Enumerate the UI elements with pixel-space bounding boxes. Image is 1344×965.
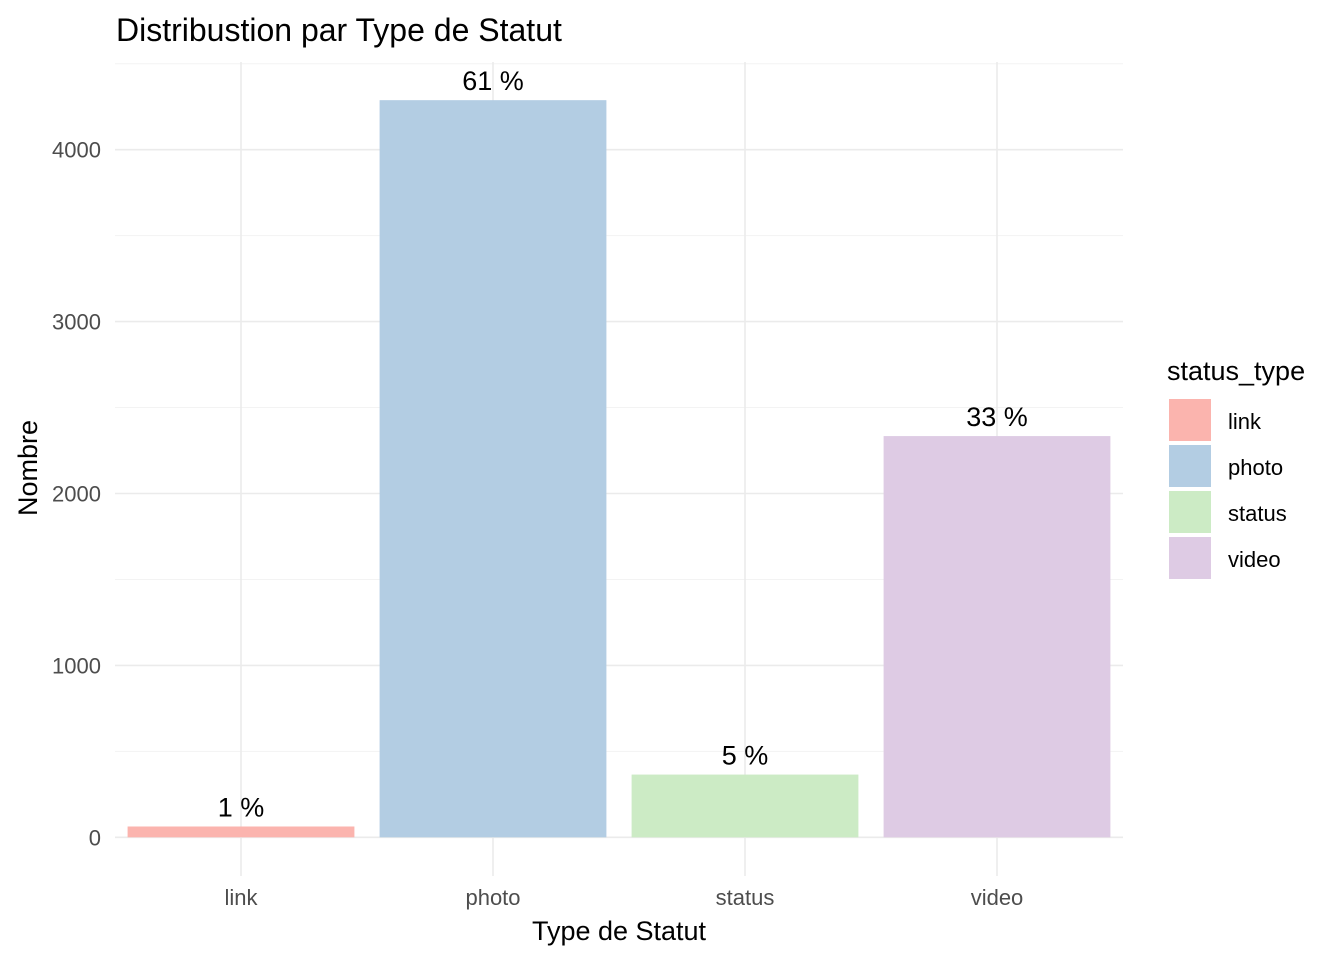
x-tick-label-photo: photo — [465, 885, 520, 910]
x-axis-ticks: link photo status video — [224, 885, 1023, 910]
legend-key-status — [1169, 491, 1211, 533]
data-label-status: 5 % — [722, 741, 769, 771]
legend-items: link photo status video — [1169, 399, 1287, 579]
bar-status — [631, 774, 859, 838]
x-tick-label-link: link — [224, 885, 258, 910]
data-label-video: 33 % — [966, 402, 1028, 432]
y-tick-label: 0 — [89, 825, 101, 850]
y-axis-ticks: 0 1000 2000 3000 4000 — [52, 138, 101, 851]
data-labels: 1 % 61 % 5 % 33 % — [218, 66, 1028, 822]
bar-video — [883, 436, 1111, 838]
y-tick-label: 4000 — [52, 138, 101, 163]
data-label-photo: 61 % — [462, 66, 524, 96]
legend-label-status: status — [1228, 501, 1287, 526]
legend-key-video — [1169, 537, 1211, 579]
legend-key-link — [1169, 399, 1211, 441]
x-axis-title: Type de Statut — [532, 916, 707, 946]
chart-title: Distribustion par Type de Statut — [116, 12, 562, 48]
y-tick-label: 3000 — [52, 310, 101, 335]
legend-title: status_type — [1167, 356, 1305, 386]
bar-photo — [379, 100, 607, 838]
legend: status_type link photo status video — [1167, 356, 1305, 579]
bar-link — [127, 826, 355, 838]
x-tick-label-status: status — [716, 885, 775, 910]
legend-label-video: video — [1228, 547, 1281, 572]
y-axis-title: Nombre — [13, 420, 43, 516]
data-label-link: 1 % — [218, 792, 265, 822]
x-tick-label-video: video — [971, 885, 1024, 910]
legend-key-photo — [1169, 445, 1211, 487]
legend-label-photo: photo — [1228, 455, 1283, 480]
y-tick-label: 1000 — [52, 653, 101, 678]
y-tick-label: 2000 — [52, 481, 101, 506]
legend-label-link: link — [1228, 409, 1262, 434]
bars — [127, 100, 1111, 838]
